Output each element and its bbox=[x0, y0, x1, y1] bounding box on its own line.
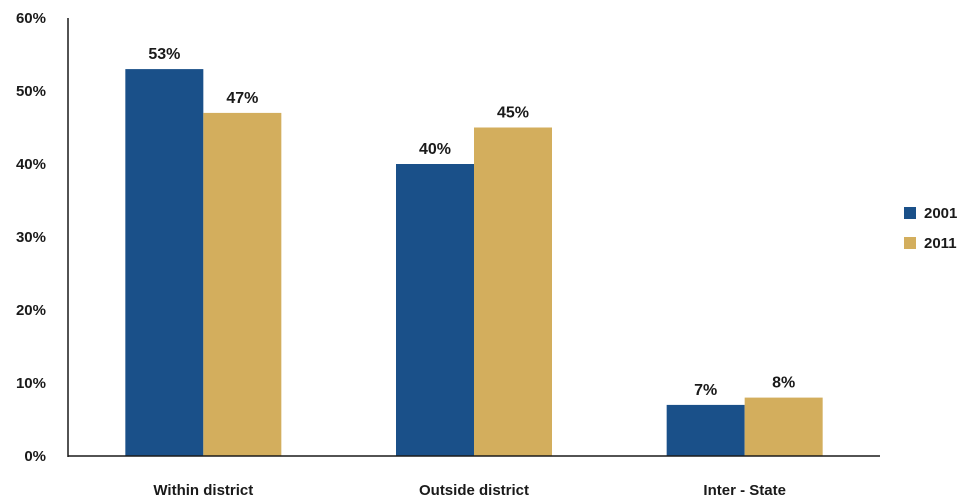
y-tick-label: 0% bbox=[24, 448, 46, 465]
x-axis-labels: Within district Outside district Inter - S… bbox=[153, 482, 786, 499]
y-tick-label: 50% bbox=[16, 83, 46, 100]
bar-2001 bbox=[125, 69, 204, 456]
bar-value-label: 7% bbox=[694, 382, 717, 399]
y-axis-ticks: 0% 10% 20% 30% 40% 50% 60% bbox=[16, 10, 46, 465]
bar-2001 bbox=[396, 164, 474, 456]
bar-value-labels: 53% 47% 40% 45% 7% 8% bbox=[148, 46, 795, 399]
bar-2011 bbox=[203, 112, 282, 457]
bar-value-label: 45% bbox=[497, 105, 529, 122]
bar-value-label: 8% bbox=[772, 375, 795, 392]
y-tick-label: 40% bbox=[16, 156, 46, 173]
y-tick-label: 30% bbox=[16, 229, 46, 246]
y-tick-label: 60% bbox=[16, 10, 46, 27]
bar-value-label: 47% bbox=[226, 90, 258, 107]
bar-value-label: 40% bbox=[419, 141, 451, 158]
legend-label-2001: 2001 bbox=[924, 205, 957, 222]
legend-label-2011: 2011 bbox=[924, 235, 957, 252]
bar-2001 bbox=[666, 404, 745, 456]
legend-swatch-2011 bbox=[904, 237, 916, 249]
x-tick-label: Outside district bbox=[419, 482, 529, 499]
legend-swatch-2001 bbox=[904, 207, 916, 219]
bar-value-label: 53% bbox=[148, 46, 180, 63]
y-tick-label: 10% bbox=[16, 375, 46, 392]
bar-2011 bbox=[474, 127, 552, 456]
legend: 2001 2011 bbox=[904, 205, 957, 252]
x-tick-label: Inter - State bbox=[703, 482, 786, 499]
axes-group bbox=[67, 18, 880, 457]
y-tick-label: 20% bbox=[16, 302, 46, 319]
bar-2011 bbox=[744, 397, 823, 456]
bars-group bbox=[125, 69, 823, 457]
x-tick-label: Within district bbox=[153, 482, 253, 499]
